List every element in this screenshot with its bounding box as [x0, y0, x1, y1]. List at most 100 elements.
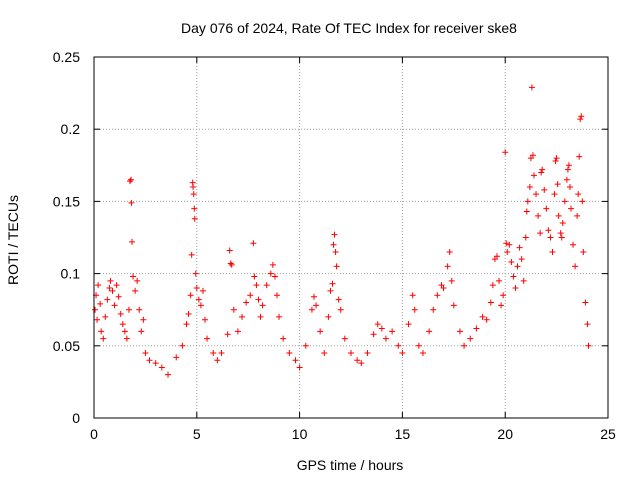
data-point: [115, 293, 122, 300]
data-point: [496, 277, 503, 284]
data-point: [489, 282, 496, 289]
data-point: [128, 199, 135, 206]
data-point: [577, 116, 584, 123]
x-tick-label: 20: [497, 426, 513, 442]
data-point: [329, 280, 336, 287]
data-point: [204, 335, 211, 342]
data-point: [348, 350, 354, 357]
data-point: [382, 335, 389, 342]
data-point: [183, 321, 190, 328]
data-point: [98, 328, 105, 335]
data-point: [500, 292, 507, 299]
data-point: [226, 247, 233, 254]
y-tick-label: 0: [72, 410, 80, 426]
data-point: [310, 293, 317, 300]
data-point: [378, 325, 385, 332]
x-tick-label: 10: [292, 426, 308, 442]
data-markers: [92, 84, 592, 378]
data-point: [313, 302, 320, 309]
data-point: [243, 299, 250, 306]
data-point: [554, 181, 561, 188]
data-point: [179, 342, 186, 349]
data-point: [255, 296, 262, 303]
data-point: [389, 328, 396, 335]
data-point: [580, 248, 587, 255]
data-point: [92, 306, 99, 313]
data-point: [267, 270, 274, 277]
data-point: [128, 176, 135, 183]
data-point: [533, 191, 540, 198]
data-point: [119, 321, 126, 328]
x-tick-label: 15: [395, 426, 411, 442]
data-point: [561, 198, 568, 205]
data-point: [337, 306, 344, 313]
data-point: [332, 248, 339, 255]
data-point: [193, 285, 200, 292]
data-point: [117, 311, 124, 318]
data-point: [487, 299, 494, 306]
data-point: [582, 299, 589, 306]
data-point: [263, 282, 270, 289]
data-point: [97, 300, 104, 307]
data-point: [538, 169, 545, 176]
data-point: [111, 302, 118, 309]
data-point: [516, 244, 523, 251]
data-point: [214, 357, 221, 364]
data-point: [250, 240, 257, 247]
data-point: [419, 350, 426, 357]
data-point: [276, 313, 283, 320]
data-point: [197, 302, 204, 309]
data-point: [498, 302, 505, 309]
data-point: [456, 328, 463, 335]
data-point: [187, 292, 194, 299]
data-point: [570, 241, 577, 248]
data-point: [522, 234, 529, 241]
data-point: [415, 342, 422, 349]
data-point: [479, 313, 486, 320]
data-point: [140, 316, 147, 323]
data-point: [506, 241, 513, 248]
data-point: [190, 191, 197, 198]
data-point: [234, 328, 241, 335]
chart-title: Day 076 of 2024, Rate Of TEC Index for r…: [181, 20, 517, 36]
data-point: [446, 248, 453, 255]
data-point: [405, 321, 412, 328]
data-point: [537, 230, 544, 237]
data-point: [574, 212, 581, 219]
data-point: [191, 215, 198, 222]
data-point: [549, 248, 556, 255]
data-point: [102, 313, 109, 320]
data-point: [121, 328, 128, 335]
data-point: [302, 342, 309, 349]
data-point: [227, 260, 234, 267]
data-point: [109, 287, 116, 294]
data-point: [142, 350, 149, 357]
x-tick-label: 25: [600, 426, 616, 442]
data-point: [247, 292, 254, 299]
data-point: [503, 240, 510, 247]
data-point: [547, 234, 554, 241]
data-point: [426, 328, 433, 335]
y-tick-label: 0.2: [61, 121, 81, 137]
data-point: [493, 253, 500, 260]
data-point: [341, 335, 348, 342]
data-point: [321, 350, 328, 357]
data-point: [269, 261, 276, 268]
data-point: [296, 364, 303, 371]
data-point: [327, 287, 334, 294]
y-axis-title: ROTI / TECUs: [5, 195, 21, 285]
data-point: [107, 277, 114, 284]
data-point: [94, 316, 101, 323]
data-point: [330, 241, 337, 248]
data-point: [473, 325, 480, 332]
data-point: [528, 84, 535, 91]
data-point: [524, 198, 531, 205]
data-point: [188, 251, 195, 258]
data-point: [520, 277, 527, 284]
data-point: [512, 285, 519, 292]
data-point: [273, 292, 280, 299]
data-point: [95, 282, 102, 289]
y-tick-labels: 0 0.05 0.1 0.15 0.2 0.25: [53, 49, 80, 426]
data-point: [202, 316, 209, 323]
data-point: [502, 149, 509, 156]
